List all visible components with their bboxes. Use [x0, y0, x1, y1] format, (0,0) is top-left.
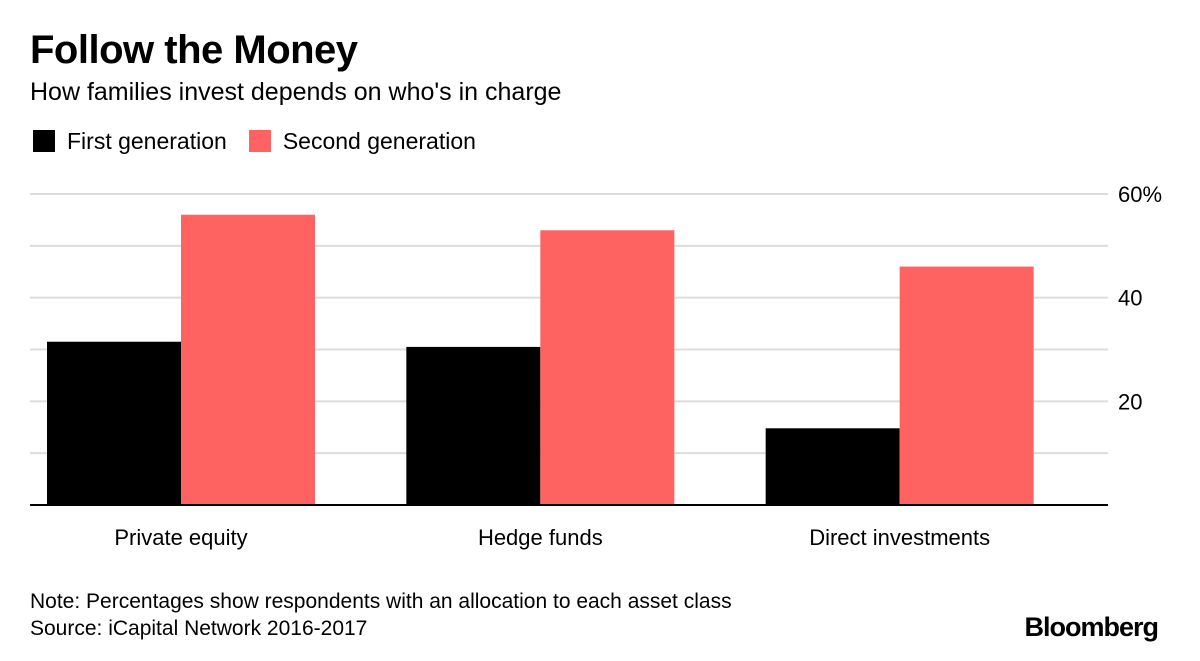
x-tick-label: Hedge funds	[478, 525, 603, 550]
legend-swatch-first-generation	[33, 130, 55, 152]
legend-item-first-generation: First generation	[33, 126, 227, 156]
legend-label-second-generation: Second generation	[282, 128, 476, 154]
bar-second-generation	[181, 214, 315, 505]
footnote: Note: Percentages show respondents with …	[30, 588, 732, 642]
legend-label-first-generation: First generation	[67, 128, 227, 154]
x-tick-label: Direct investments	[809, 525, 990, 550]
bar-chart: Private equity Hedge funds Direct investme…	[30, 182, 1162, 550]
chart-title: Follow the Money	[30, 28, 358, 72]
note-text: Note: Percentages show respondents with …	[30, 590, 732, 613]
x-tick-label: Private equity	[114, 525, 247, 550]
y-tick-label: 40	[1118, 286, 1142, 311]
legend-swatch-second-generation	[248, 130, 271, 152]
legend-item-second-generation: Second generation	[248, 126, 476, 156]
bar-first-generation	[47, 341, 181, 505]
chart-subtitle: How families invest depends on who's in …	[30, 78, 562, 106]
y-tick-label: 20	[1118, 389, 1142, 414]
bar-first-generation	[406, 346, 541, 505]
bar-first-generation	[765, 428, 900, 505]
source-text: Source: iCapital Network 2016-2017	[30, 617, 368, 640]
bar-second-generation	[899, 266, 1034, 505]
bar-second-generation	[540, 230, 675, 506]
bloomberg-logo: Bloomberg	[1024, 612, 1159, 642]
y-tick-label: 60%	[1118, 182, 1162, 207]
legend: First generation Second generation	[33, 126, 498, 156]
